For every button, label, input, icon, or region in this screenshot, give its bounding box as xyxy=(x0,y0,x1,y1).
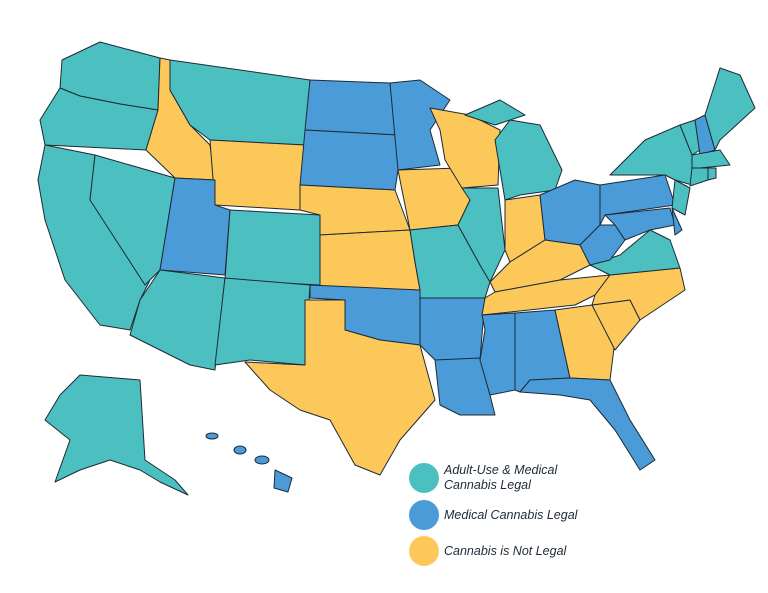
state xyxy=(704,67,756,151)
state xyxy=(494,119,563,201)
legend-label: Cannabis is Not Legal xyxy=(444,543,567,558)
state xyxy=(589,229,681,276)
legend-swatch xyxy=(409,463,439,493)
state xyxy=(604,207,676,241)
state xyxy=(707,167,717,181)
state xyxy=(457,187,506,283)
state xyxy=(224,209,321,286)
state xyxy=(304,79,399,136)
state xyxy=(554,304,616,381)
legend-label: Medical Cannabis Legal xyxy=(444,507,578,522)
state xyxy=(205,432,219,440)
state xyxy=(671,207,683,236)
state xyxy=(89,154,176,286)
legend xyxy=(409,463,439,566)
legend-swatch xyxy=(409,500,439,530)
state xyxy=(254,455,270,465)
legend-swatch xyxy=(409,536,439,566)
state xyxy=(419,297,486,361)
state xyxy=(519,377,656,471)
state xyxy=(44,374,189,496)
state xyxy=(671,179,691,216)
state xyxy=(689,167,709,187)
state xyxy=(244,299,436,476)
states xyxy=(37,41,756,496)
state xyxy=(273,469,293,493)
state xyxy=(209,139,306,211)
state xyxy=(233,445,247,455)
state xyxy=(599,174,676,226)
legend-label: Adult-Use & Medical Cannabis Legal xyxy=(444,463,558,492)
state xyxy=(464,99,526,126)
state xyxy=(609,124,693,186)
state xyxy=(319,229,421,291)
state xyxy=(691,149,731,169)
state xyxy=(214,277,311,366)
state xyxy=(299,129,399,191)
